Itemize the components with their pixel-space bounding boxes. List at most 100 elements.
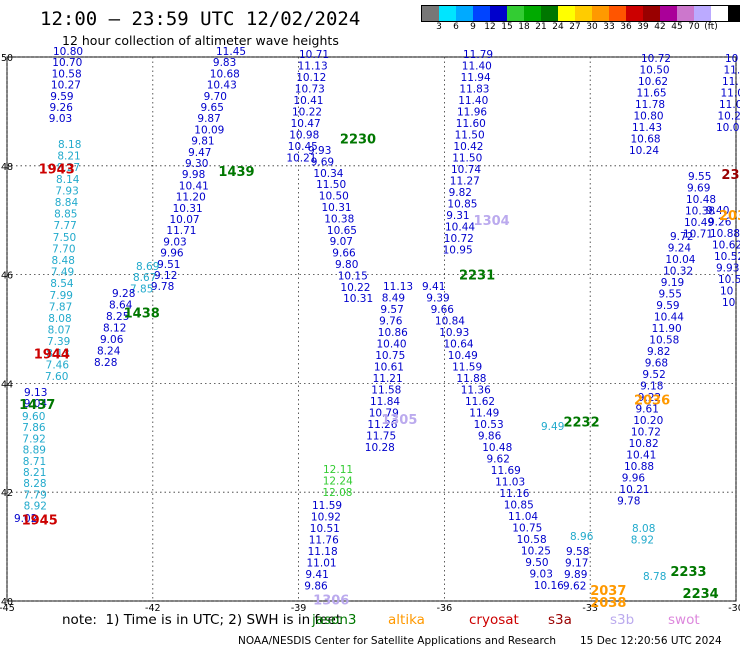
wave-height-value: 9.89: [564, 569, 587, 581]
color-swatch: [575, 6, 592, 21]
wave-height-value: 10.04: [665, 254, 695, 266]
wave-height-value: 10.58: [52, 68, 82, 80]
satellite-track: 8.088.92: [631, 523, 656, 547]
satellite-track: 9.419.399.6610.8410.9310.6410.4911.5911.…: [422, 281, 564, 592]
wave-height-value: 8.12: [103, 323, 126, 335]
wave-height-value: 9.93: [308, 145, 331, 157]
wave-height-value: 10.48: [482, 442, 512, 454]
wave-height-value: 7.87: [49, 301, 72, 313]
wave-height-value: 7.70: [52, 243, 75, 255]
satellite-track: 10.7111.1310.1210.7310.4110.2210.4710.98…: [286, 49, 329, 165]
wave-height-value: 10.31: [322, 202, 352, 214]
wave-height-value: 10.51: [310, 523, 340, 535]
wave-height-value: 9.87: [197, 113, 220, 125]
wave-height-value: 9.81: [191, 136, 214, 148]
wave-height-value: 10.38: [324, 213, 354, 225]
wave-height-value: 9.82: [449, 187, 472, 199]
footer-timestamp: 15 Dec 12:20:56 UTC 2024: [580, 635, 722, 647]
wave-height-value: 11.90: [652, 323, 682, 335]
satellite-track: 8.96: [570, 531, 594, 543]
wave-height-value: 10.72: [641, 53, 671, 65]
wave-height-value: 9.98: [182, 169, 205, 181]
satellite-legend-jason3: jason3: [312, 612, 357, 628]
x-tick-label: -39: [291, 603, 307, 614]
wave-height-value: 10.74: [451, 164, 481, 176]
pass-time-label: 1945: [22, 513, 58, 528]
wave-height-value: 9.62: [563, 581, 586, 593]
wave-height-value: 10.75: [512, 523, 542, 535]
wave-height-value: 9.78: [151, 281, 174, 293]
wave-height-value: 10.62: [712, 240, 740, 252]
wave-height-value: 11.96: [457, 107, 487, 119]
color-scale-tick: 70: [688, 22, 700, 32]
wave-height-value: 9.22: [638, 392, 661, 404]
wave-height-value: 10.22: [292, 107, 322, 119]
wave-height-value: 10: [725, 53, 738, 65]
wave-height-value: 11.62: [465, 396, 495, 408]
wave-height-value: 10.95: [443, 245, 473, 257]
wave-height-value: 9.40: [706, 205, 729, 217]
wave-height-value: 9.03: [163, 236, 186, 248]
satellite-track: 9.288.648.258.129.068.248.28: [94, 288, 135, 369]
color-swatch: [439, 6, 456, 21]
pass-time-label: 1306: [313, 593, 349, 608]
wave-height-value: 11.58: [371, 385, 401, 397]
color-swatch: [694, 6, 711, 21]
wave-height-value: 7.49: [51, 267, 74, 279]
wave-height-value: 10.93: [439, 327, 469, 339]
color-swatch: [643, 6, 660, 21]
wave-height-value: 11.78: [635, 99, 665, 111]
wave-height-value: 11.50: [452, 153, 482, 165]
wave-height-value: 11.13: [383, 281, 413, 293]
wave-height-value: 10.80: [634, 111, 664, 123]
wave-height-value: 11.27: [450, 176, 480, 188]
wave-height-value: 10.75: [375, 350, 405, 362]
wave-height-value: 10.86: [378, 327, 408, 339]
wave-height-value: 9.04: [24, 398, 48, 410]
x-tick-label: -30: [728, 603, 740, 614]
pass-time-label: 2230: [340, 133, 376, 148]
wave-height-value: 10.80: [53, 46, 83, 58]
wave-height-value: 9.83: [213, 57, 236, 69]
wave-height-value: 11.50: [455, 130, 485, 142]
wave-height-value: 11.40: [458, 95, 488, 107]
footer-credit: NOAA/NESDIS Center for Satellite Applica…: [238, 635, 556, 647]
wave-height-value: 10.41: [626, 450, 656, 462]
color-scale-tick: 27: [569, 22, 581, 32]
wave-height-value: 10.50: [319, 191, 349, 203]
satellite-track: 8.698.677.85: [130, 261, 159, 295]
wave-height-value: 11.83: [459, 84, 489, 96]
wave-height-value: 8.49: [382, 293, 405, 305]
wave-height-value: 7.39: [47, 336, 70, 348]
wave-height-value: 10.71: [683, 229, 713, 241]
wave-height-value: 11.26: [367, 419, 397, 431]
wave-height-value: 10.92: [311, 512, 341, 524]
wave-height-value: 8.08: [48, 313, 71, 325]
wave-height-value: 11.84: [370, 396, 400, 408]
satellite-track: 11.138.499.579.7610.8610.4010.7510.6111.…: [365, 281, 413, 454]
wave-height-value: 9.61: [636, 404, 659, 416]
satellite-track: 8.188.218.278.147.938.848.857.777.507.70…: [45, 139, 81, 383]
pass-time-label: 2037: [590, 584, 626, 599]
wave-height-value: 9.28: [112, 288, 135, 300]
color-swatch: [728, 6, 740, 21]
wave-height-value: 10.79: [369, 408, 399, 420]
wave-height-value: 11.36: [461, 385, 491, 397]
color-scale-tick: 21: [535, 22, 547, 32]
wave-height-value: 9.41: [422, 281, 445, 293]
wave-height-value: 10.43: [207, 80, 237, 92]
pass-time-label: 1943: [39, 163, 75, 178]
wave-height-value: 11.79: [463, 49, 493, 61]
wave-height-value: 8.25: [106, 311, 129, 323]
color-scale-tick: 24: [552, 22, 564, 32]
wave-height-value: 9.86: [478, 431, 502, 443]
wave-height-value: 11.16: [499, 488, 529, 500]
wave-height-value: 9.30: [185, 158, 208, 170]
wave-height-value: 10.31: [173, 203, 203, 215]
wave-height-value: 9.31: [446, 210, 469, 222]
pass-time-label: 1438: [124, 307, 160, 322]
wave-height-value: 10.71: [299, 49, 329, 61]
color-swatch: [660, 6, 677, 21]
wave-height-value: 8.14: [56, 174, 80, 186]
wave-height-value: 8.92: [24, 501, 47, 513]
